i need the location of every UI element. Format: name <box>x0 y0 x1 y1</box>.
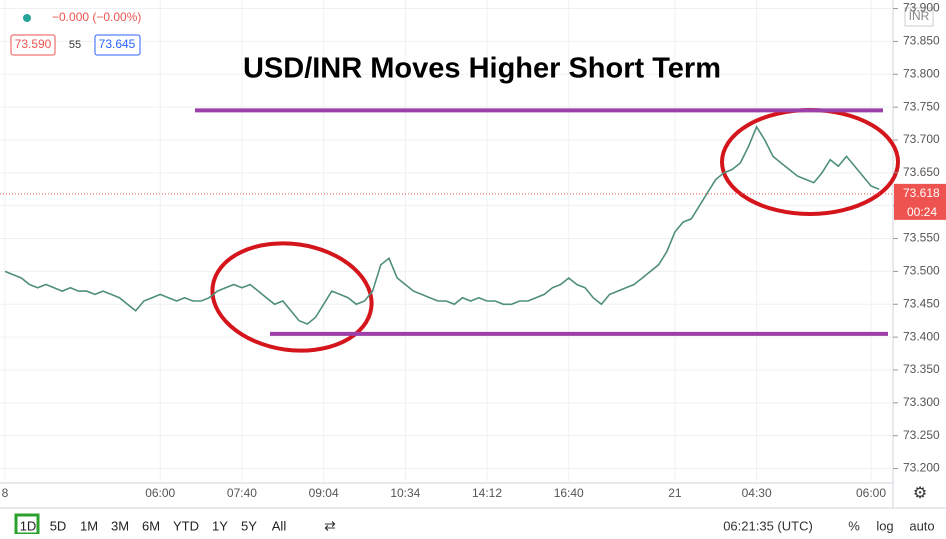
y-tick-label: 73.350 <box>903 362 940 376</box>
settings-icon[interactable]: ⚙ <box>913 485 927 502</box>
y-tick-label: 73.700 <box>903 132 940 146</box>
compare-icon[interactable]: ⇄ <box>324 518 336 534</box>
auto-toggle[interactable]: auto <box>909 518 934 533</box>
range-button[interactable]: 1Y <box>212 518 228 533</box>
log-toggle[interactable]: log <box>876 518 893 533</box>
x-tick-label: 16:40 <box>554 486 584 500</box>
price-tag: 73.618 <box>903 186 940 200</box>
range-button[interactable]: 5D <box>50 518 67 533</box>
y-tick-label: 73.900 <box>903 1 940 15</box>
y-tick-label: 73.400 <box>903 329 940 343</box>
y-tick-label: 73.800 <box>903 66 940 80</box>
y-tick-label: 73.850 <box>903 34 940 48</box>
currency: INR <box>909 9 930 23</box>
countdown: 00:24 <box>907 205 937 219</box>
chart-title: USD/INR Moves Higher Short Term <box>243 53 721 85</box>
y-tick-label: 73.650 <box>903 165 940 179</box>
x-tick-label: 06:00 <box>856 486 886 500</box>
clock: 06:21:35 (UTC) <box>723 518 813 533</box>
range-button[interactable]: YTD <box>173 518 199 533</box>
x-tick-label: 10:34 <box>390 486 420 500</box>
range-button[interactable]: All <box>272 518 287 533</box>
highlight-ellipse <box>210 241 374 353</box>
y-tick-label: 73.200 <box>903 461 940 475</box>
change: −0.000 (−0.00%) <box>52 10 141 24</box>
x-tick-label: 8 <box>2 486 9 500</box>
y-tick-label: 73.300 <box>903 395 940 409</box>
x-tick-label: 07:40 <box>227 486 257 500</box>
x-tick-label: 21 <box>668 486 682 500</box>
range-button[interactable]: 1M <box>80 518 98 533</box>
x-tick-label: 06:00 <box>145 486 175 500</box>
range-button[interactable]: 6M <box>142 518 160 533</box>
bid-box <box>10 34 56 56</box>
x-tick-label: 04:30 <box>742 486 772 500</box>
ask-box <box>94 34 141 56</box>
y-tick-label: 73.250 <box>903 428 940 442</box>
status-dot <box>23 14 31 22</box>
x-tick-label: 09:04 <box>309 486 339 500</box>
x-tick-label: 14:12 <box>472 486 502 500</box>
y-tick-label: 73.450 <box>903 296 940 310</box>
ask: 73.645 <box>99 37 136 51</box>
range-button[interactable]: 3M <box>111 518 129 533</box>
price-tag-box <box>894 183 946 220</box>
range-button[interactable]: 1D <box>20 518 37 533</box>
y-tick-label: 73.500 <box>903 264 940 278</box>
y-tick-label: 73.750 <box>903 99 940 113</box>
spread: 55 <box>69 39 81 51</box>
bid: 73.590 <box>15 37 52 51</box>
y-tick-label: 73.550 <box>903 231 940 245</box>
price-line <box>4 125 880 325</box>
percent-toggle[interactable]: % <box>848 518 860 533</box>
currency-box <box>904 7 934 27</box>
range-button[interactable]: 5Y <box>241 518 257 533</box>
grid <box>0 0 893 483</box>
